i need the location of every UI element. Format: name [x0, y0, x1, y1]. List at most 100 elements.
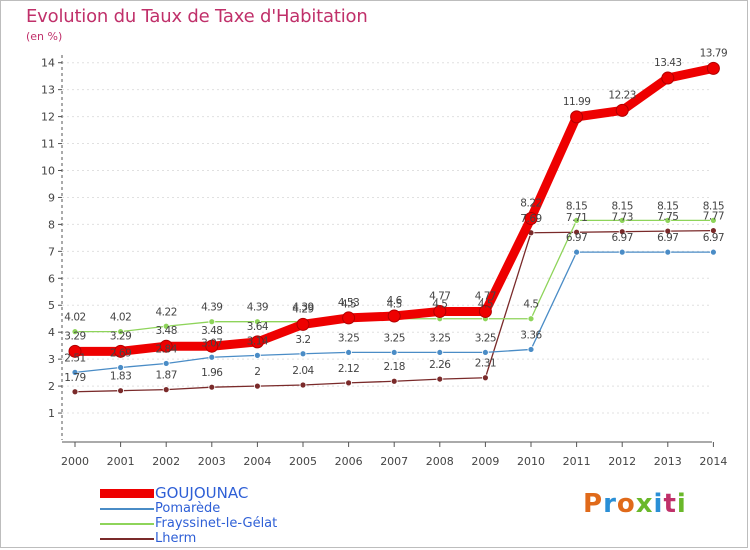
data-point: [68, 344, 82, 358]
legend-swatch-lherm: [100, 538, 154, 540]
data-label: 6.97: [657, 232, 678, 244]
data-point: [253, 318, 261, 326]
data-point: [524, 211, 538, 225]
x-tick-label: 2000: [61, 455, 89, 468]
data-point: [710, 216, 717, 224]
data-label: 3.14: [247, 335, 269, 347]
data-point: [208, 383, 216, 391]
data-label: 6.97: [566, 232, 587, 244]
y-tick-label: 13: [41, 84, 55, 97]
data-point: [208, 353, 216, 361]
x-tick-label: 2004: [243, 455, 271, 468]
legend-label-lherm: Lherm: [155, 531, 197, 546]
data-point: [664, 227, 672, 235]
data-point: [478, 304, 492, 318]
data-point: [342, 311, 356, 325]
data-point: [117, 387, 124, 395]
y-tick-label: 8: [48, 218, 55, 231]
data-label: 4.5: [432, 299, 447, 311]
data-point: [162, 322, 170, 330]
data-point: [710, 248, 717, 256]
data-label: 3.25: [429, 332, 450, 344]
data-point: [205, 339, 219, 353]
data-point: [661, 71, 675, 85]
data-point: [481, 374, 489, 382]
data-point: [387, 309, 401, 323]
data-point: [390, 377, 398, 385]
proxiti-logo: Proxiti: [583, 489, 687, 519]
data-point: [114, 344, 128, 358]
data-label: 1.87: [156, 370, 177, 382]
data-label: 2: [254, 366, 260, 378]
data-label: 2.51: [64, 352, 85, 364]
data-label: 7.75: [657, 211, 678, 223]
data-label: 7.71: [566, 212, 587, 224]
data-label: 8.15: [566, 200, 587, 212]
y-tick-label: 12: [41, 111, 55, 124]
chart-unit-label: (en %): [26, 30, 63, 43]
data-label: 2.04: [292, 365, 314, 377]
data-point: [570, 110, 584, 124]
data-label: 4.5: [341, 299, 356, 311]
data-point: [436, 375, 444, 383]
data-point: [345, 379, 353, 387]
data-label: 3.29: [110, 330, 131, 342]
data-point: [433, 304, 447, 318]
data-point: [162, 360, 170, 367]
data-point: [527, 315, 535, 323]
data-label: 4.5: [478, 299, 493, 311]
data-label: 4.39: [201, 302, 222, 314]
data-label: 3.48: [201, 325, 222, 337]
data-label: 7.77: [703, 211, 724, 223]
data-label: 4.22: [156, 306, 177, 318]
data-point: [159, 339, 173, 353]
data-point: [71, 368, 79, 376]
y-tick-label: 5: [48, 299, 55, 312]
data-point: [481, 349, 489, 356]
data-point: [664, 216, 672, 224]
legend-label-frayssinet: Frayssinet-le-Gélat: [155, 516, 278, 531]
data-label: 3.25: [338, 332, 359, 344]
data-label: 12.23: [608, 89, 636, 101]
data-point: [253, 382, 261, 390]
y-tick-label: 1: [48, 407, 55, 420]
legend-label-goujounac: GOUJOUNAC: [155, 484, 249, 502]
x-tick-label: 2013: [654, 455, 682, 468]
data-label: 4.5: [523, 299, 538, 311]
data-point: [162, 386, 170, 394]
data-label: 2.31: [475, 358, 496, 370]
data-point: [71, 388, 79, 396]
x-tick-label: 2009: [471, 455, 499, 468]
data-label: 4.77: [475, 290, 496, 302]
legend-swatch-goujounac: [100, 489, 154, 498]
data-point: [664, 248, 672, 256]
data-label: 11.99: [563, 96, 591, 108]
data-label: 6.97: [703, 232, 724, 244]
data-point: [296, 317, 310, 331]
y-tick-label: 3: [48, 353, 55, 366]
y-tick-label: 10: [41, 164, 55, 177]
data-label: 8.15: [612, 200, 633, 212]
x-tick-label: 2008: [426, 455, 454, 468]
data-point: [390, 349, 398, 356]
data-point: [208, 318, 216, 326]
data-point: [573, 228, 580, 236]
y-tick-label: 9: [48, 191, 55, 204]
x-tick-label: 2012: [608, 455, 636, 468]
data-label: 2.69: [110, 348, 131, 360]
data-label: 13.79: [700, 47, 728, 59]
data-label: 8.22: [520, 197, 541, 209]
x-tick-label: 2001: [107, 455, 135, 468]
data-label: 7.69: [520, 213, 541, 225]
x-tick-label: 2007: [380, 455, 408, 468]
data-label: 2.26: [429, 359, 451, 371]
x-tick-label: 2011: [563, 455, 591, 468]
data-label: 2.12: [338, 363, 359, 375]
data-point: [250, 335, 264, 349]
data-label: 2.84: [156, 343, 178, 355]
data-point: [117, 364, 124, 371]
y-tick-label: 4: [48, 326, 55, 339]
legend-swatch-pomarede: [100, 508, 154, 510]
data-label: 8.15: [657, 200, 678, 212]
